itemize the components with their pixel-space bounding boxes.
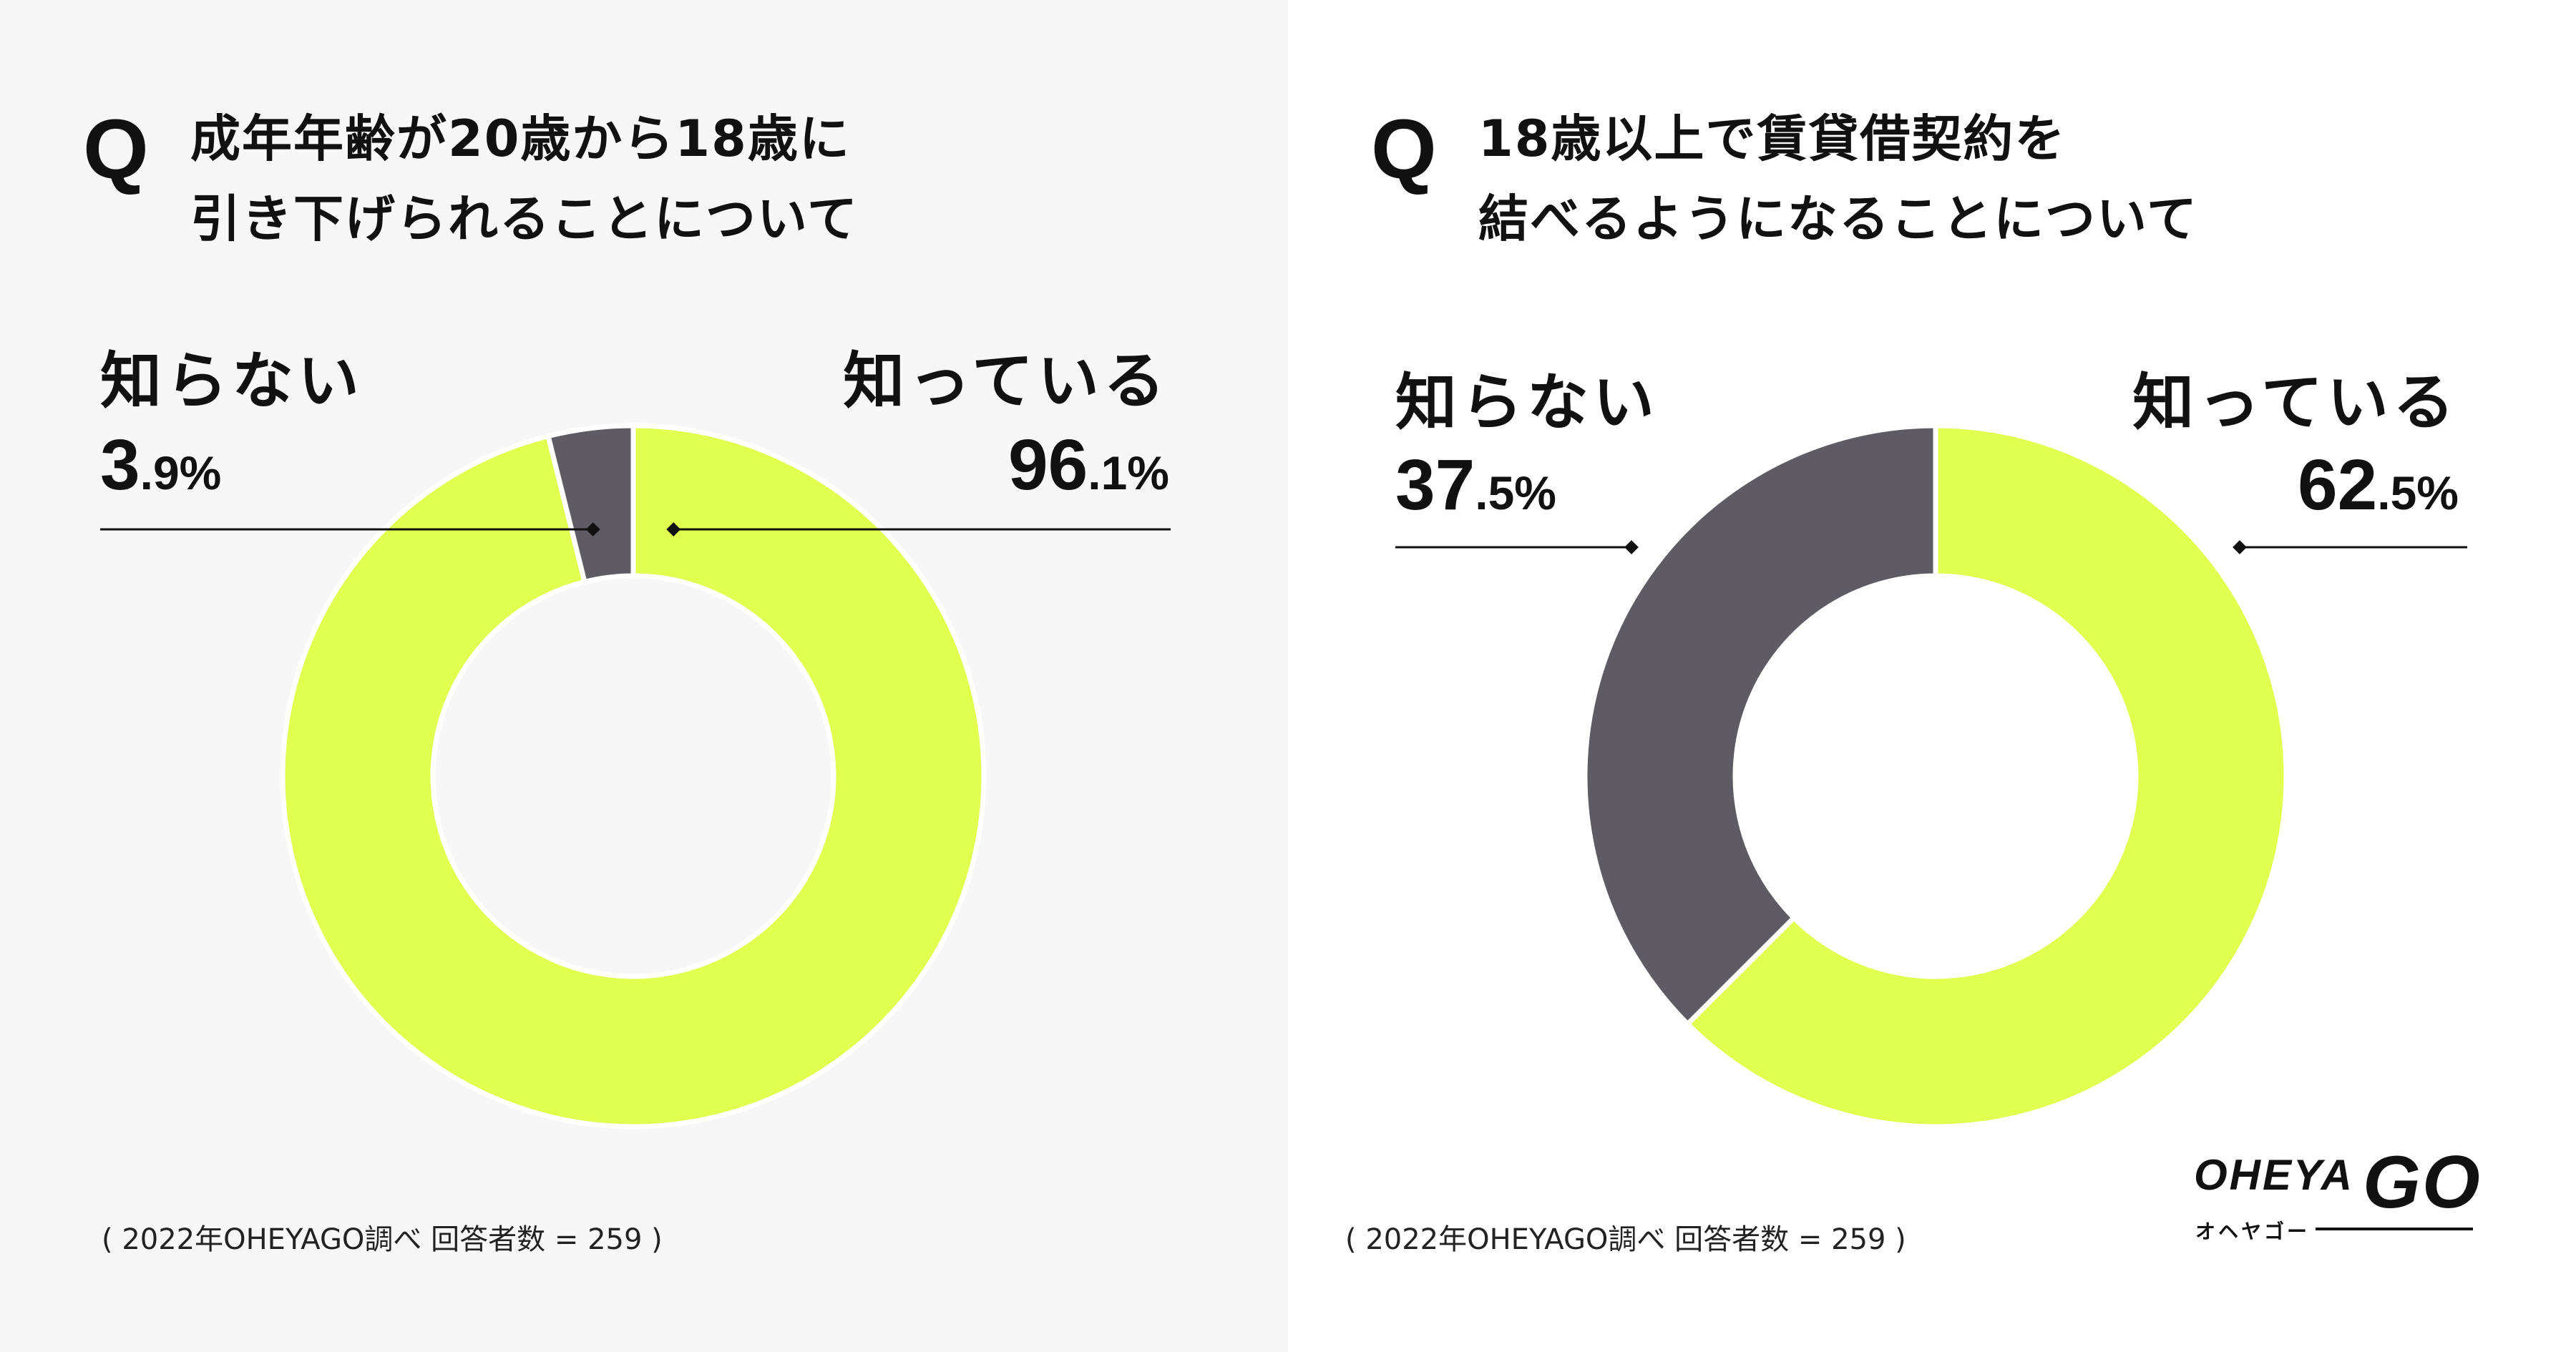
logo-underline — [2316, 1228, 2473, 1230]
donut-chart-right — [1395, 426, 2467, 1127]
logo-text-sub: オヘヤゴー — [2195, 1216, 2310, 1245]
slice-unknown — [1585, 426, 1936, 1024]
logo-text-main: OHEYA — [2194, 1150, 2354, 1200]
leader-dot-unknown — [1624, 540, 1639, 554]
leader-dot-known — [2233, 540, 2247, 554]
oheyago-logo: OHEYA GO オヘヤゴー — [2194, 1150, 2480, 1265]
donut-chart-left — [100, 426, 1171, 1127]
logo-text-go: GO — [2363, 1140, 2482, 1225]
